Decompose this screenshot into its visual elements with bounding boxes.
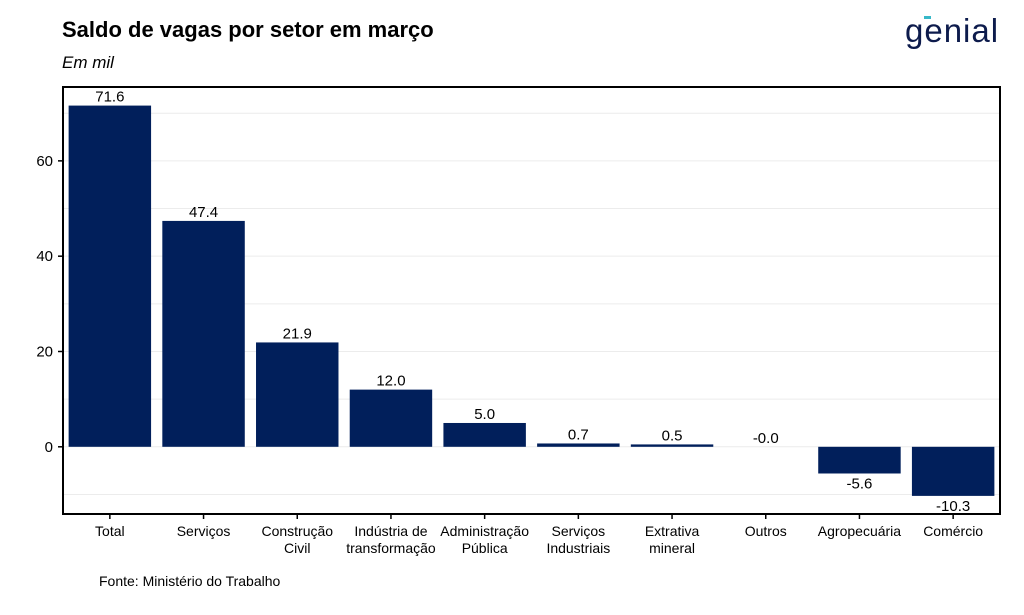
x-tick-label: Comércio (923, 523, 983, 539)
x-tick-label: Agropecuária (818, 523, 901, 539)
bar (911, 446, 995, 496)
x-tick-label: Serviços Industriais (546, 523, 610, 556)
bar-value-label: 0.5 (662, 427, 683, 444)
bar (349, 389, 433, 447)
x-tick-label: Serviços (177, 523, 231, 539)
bar-value-label: 71.6 (95, 89, 124, 106)
bar (68, 105, 152, 447)
y-tick-label: 0 (45, 439, 53, 456)
brand-logo: genial (905, 12, 999, 50)
y-tick-label: 20 (36, 343, 53, 360)
bar (162, 220, 245, 447)
y-tick-label: 40 (36, 248, 53, 265)
bar (818, 446, 901, 474)
x-tick-label: Administração Pública (440, 523, 529, 556)
x-tick-label: Extrativa mineral (645, 523, 700, 556)
bar (443, 422, 526, 447)
bar-value-label: -10.3 (936, 498, 970, 515)
plot-border (62, 86, 1001, 515)
bar-value-label: -5.6 (847, 475, 873, 492)
x-tick-label: Construção Civil (261, 523, 333, 556)
bar (256, 342, 339, 447)
bar-value-label: 5.0 (474, 406, 495, 423)
bar (630, 444, 714, 447)
bar (537, 443, 620, 447)
bar-value-label: 47.4 (189, 204, 218, 221)
x-tick-label: Total (95, 523, 125, 539)
bar-value-label: 21.9 (283, 325, 312, 342)
bar-value-label: -0.0 (753, 430, 779, 447)
y-tick-label: 60 (36, 153, 53, 170)
logo-text: genial (905, 12, 1000, 49)
chart-title: Saldo de vagas por setor em março (62, 17, 434, 42)
x-tick-label: Indústria de transformação (346, 523, 436, 556)
bar-value-label: 12.0 (376, 373, 405, 390)
chart-subtitle: Em mil (62, 53, 114, 72)
x-tick-label: Outros (745, 523, 787, 539)
logo-accent-mark (924, 16, 931, 19)
source-note: Fonte: Ministério do Trabalho (99, 573, 281, 589)
bar-value-label: 0.7 (568, 426, 589, 443)
